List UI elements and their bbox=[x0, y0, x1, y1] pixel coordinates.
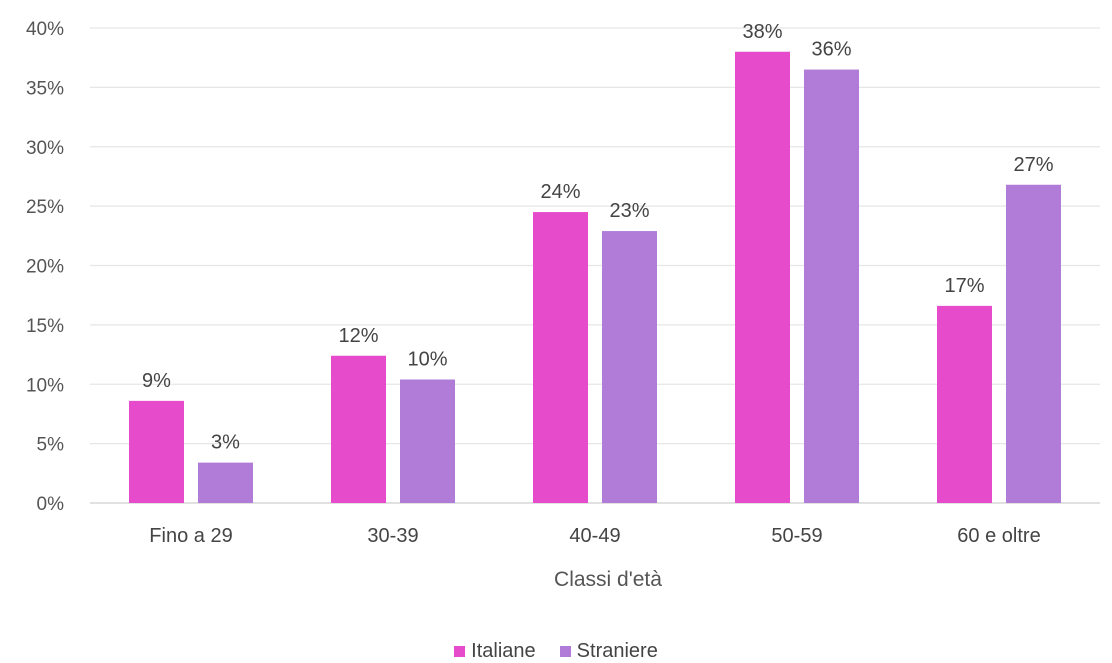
bar-straniere-2 bbox=[602, 231, 657, 503]
data-label: 36% bbox=[811, 39, 851, 61]
y-tick-label: 0% bbox=[37, 494, 65, 515]
y-tick-label: 20% bbox=[26, 257, 64, 278]
bar-straniere-4 bbox=[1006, 184, 1061, 503]
y-tick-label: 30% bbox=[26, 138, 64, 159]
data-label: 12% bbox=[338, 325, 378, 347]
gridlines bbox=[90, 27, 1100, 504]
x-category-label: 50-59 bbox=[771, 525, 822, 547]
bar-italiane-0 bbox=[129, 400, 184, 503]
data-labels: 9% 3% 12% 10% 24% 23% 38% 36% 17% 27% bbox=[142, 21, 1054, 454]
bar-straniere-0 bbox=[198, 462, 253, 503]
bar-italiane-4 bbox=[937, 305, 992, 503]
data-label: 23% bbox=[609, 200, 649, 222]
bar-italiane-1 bbox=[331, 355, 386, 503]
bar-italiane-2 bbox=[533, 212, 588, 503]
legend-item-italiane: Italiane bbox=[454, 640, 536, 663]
y-tick-label: 5% bbox=[37, 435, 65, 456]
x-category-label: Fino a 29 bbox=[149, 525, 232, 547]
bar-straniere-3 bbox=[804, 69, 859, 503]
legend-item-straniere: Straniere bbox=[559, 640, 658, 663]
data-label: 9% bbox=[142, 370, 171, 392]
y-tick-label: 15% bbox=[26, 316, 64, 337]
data-label: 24% bbox=[540, 181, 580, 203]
y-tick-label: 35% bbox=[26, 78, 64, 99]
legend-label-straniere: Straniere bbox=[576, 640, 658, 662]
data-label: 27% bbox=[1013, 154, 1053, 176]
x-category-label: 60 e oltre bbox=[957, 525, 1040, 547]
x-category-label: 30-39 bbox=[367, 525, 418, 547]
bar-straniere-1 bbox=[400, 379, 455, 503]
legend: Italiane Straniere bbox=[0, 640, 1112, 663]
bar-italiane-3 bbox=[735, 51, 790, 503]
x-axis-categories: Fino a 29 30-39 40-49 50-59 60 e oltre bbox=[149, 525, 1040, 547]
data-label: 10% bbox=[407, 349, 447, 371]
y-tick-label: 10% bbox=[26, 375, 64, 396]
y-axis-ticks: 0% 5% 10% 15% 20% 25% 30% 35% 40% bbox=[26, 19, 64, 515]
y-tick-label: 40% bbox=[26, 19, 64, 40]
y-tick-label: 25% bbox=[26, 197, 64, 218]
x-category-label: 40-49 bbox=[569, 525, 620, 547]
x-axis-title: Classi d'età bbox=[554, 568, 662, 591]
legend-label-italiane: Italiane bbox=[471, 640, 536, 662]
data-label: 38% bbox=[742, 21, 782, 43]
data-label: 17% bbox=[944, 275, 984, 297]
bars bbox=[129, 51, 1061, 503]
data-label: 3% bbox=[211, 432, 240, 454]
legend-swatch-straniere bbox=[559, 646, 571, 657]
legend-swatch-italiane bbox=[454, 646, 466, 657]
